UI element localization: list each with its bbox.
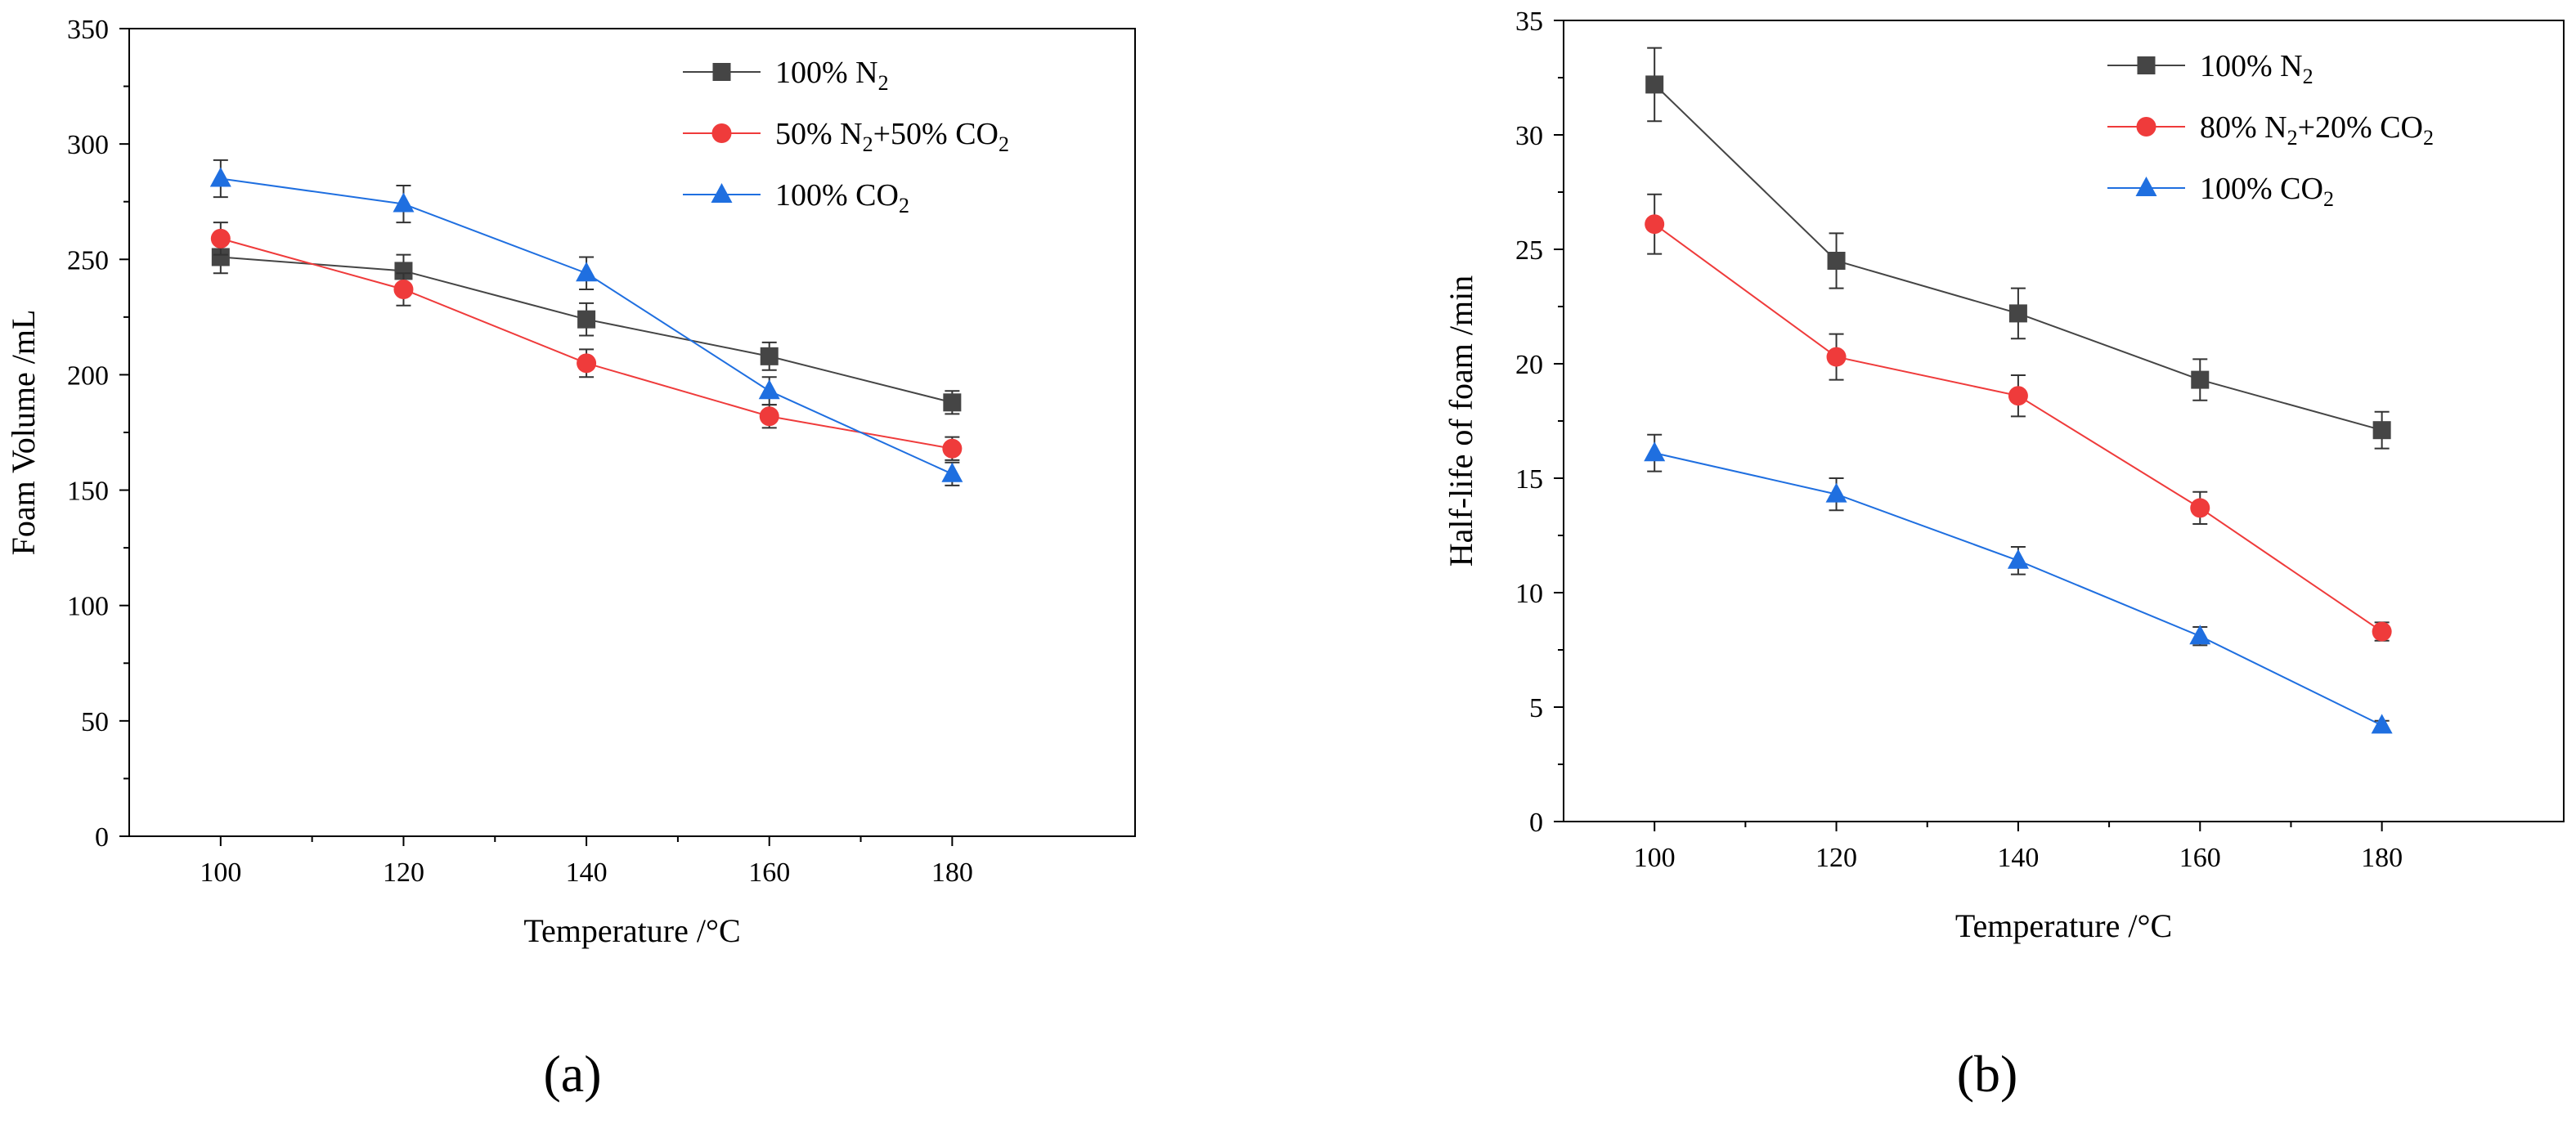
panel-b-series-1-point [2008,304,2027,323]
panel-a-legend-marker-2 [711,123,732,143]
panel-a-y-tick-label: 100 [67,592,109,622]
panel-a-y-axis-title: Foam Volume /mL [5,310,42,556]
panel-b-chart: 100 120 140 160 180 0 5 10 15 20 25 30 35 Temperature… [1443,7,2565,944]
panel-b-y-axis-title: Half-life of foam /min [1443,275,1479,567]
panel-b-y-tick-label: 20 [1515,350,1543,380]
panel-b-y-tick-label: 30 [1515,121,1543,151]
panel-a-label: (a) [543,1045,601,1103]
panel-b-x-tick-label: 100 [1634,843,1676,873]
panel-a-series-3-point [393,192,415,213]
panel-a-legend-label-3: 100% CO2​ [775,178,909,217]
panel-a-series-2 [210,222,963,461]
panel-b-series-3-point [2371,714,2393,734]
panel-b-y-tick-label: 35 [1515,7,1543,37]
panel-b-x-tick-label: 180 [2361,843,2403,873]
panel-a-series-1-point [943,393,962,412]
panel-a-series-2-point [759,406,779,427]
panel-a-series-1-point [577,310,596,329]
panel-b-series-2-point [2008,386,2028,406]
panel-a-legend-label-1: 100% N2​ [775,56,889,95]
panel-b-series-1-point [2372,421,2391,440]
panel-a-legend-marker-1 [712,63,731,81]
panel-a-chart: 100 120 140 160 180 0 50 100 150 200 250 300 350 Temp… [5,15,1136,949]
panel-b-series-2-point [2372,621,2392,642]
panel-a-series-2-point [577,353,597,374]
panel-a-x-tick-label: 120 [383,858,424,888]
panel-b-series-1-point [1827,252,1846,270]
panel-b-series-2-point [1645,214,1665,235]
panel-b-legend-label-1: 100% N2​ [2200,49,2313,88]
panel-b-legend-label-2: 80% N2​+20% CO2​ [2200,110,2434,150]
panel-b-y-tick-label: 15 [1515,464,1543,495]
panel-b-legend-label-3: 100% CO2​ [2200,172,2334,211]
panel-b-series-1-point [1645,75,1664,94]
panel-b-series-1-point [2191,370,2210,389]
panel-a-series-2-point [942,438,963,459]
panel-b-series-3-point [1825,482,1847,503]
panel-b-series-3-line [1654,452,2383,727]
panel-a-y-tick-label: 300 [67,130,109,160]
panel-a-series-1-point [760,347,779,365]
panel-b-series-3-point [2007,549,2029,569]
panel-a-x-tick-label: 160 [748,858,790,888]
panel-b-series-2-point [2190,498,2210,518]
panel-a-series-3-point [209,167,231,187]
panel-b-legend-marker-1 [2137,56,2156,74]
panel-a-series-3 [209,159,963,486]
panel-b-label: (b) [1957,1045,2018,1103]
panel-a-series-1 [211,240,962,415]
panel-b-legend-marker-3 [2135,177,2157,196]
panel-b-x-tick-label: 160 [2179,843,2221,873]
panel-b-x-axis-title: Temperature /°C [1955,907,2172,944]
panel-a-series-2-point [210,228,231,249]
panel-b-legend: 100% N2​ 80% N2​+20% CO2​ 100% CO2​ [2107,49,2434,211]
panel-a-legend-marker-3 [711,183,733,203]
panel-a-legend-label-2: 50% N2​+50% CO2​ [775,117,1009,156]
panel-a-x-axis-title: Temperature /°C [523,912,740,949]
panel-b-y-tick-label: 25 [1515,235,1543,266]
panel-a-y-tick-label: 50 [81,707,109,737]
panel-a-legend: 100% N2​ 50% N2​+50% CO2​ 100% CO2​ [683,56,1009,217]
panel-b-x-tick-label: 140 [1997,843,2039,873]
panel-b-series-3 [1644,433,2393,734]
panel-a-y-tick-label: 150 [67,477,109,507]
panel-a-series-2-point [393,279,414,299]
panel-a-x-tick-label: 100 [200,858,241,888]
panel-b-legend-marker-2 [2136,117,2156,137]
panel-b-y-tick-label: 10 [1515,579,1543,609]
panel-a-series-1-point [394,262,413,280]
panel-a-y-tick-label: 200 [67,360,109,391]
panel-a-series-3-point [941,462,963,482]
panel-b-series-2-point [1826,347,1847,367]
panel-b-x-tick-label: 120 [1815,843,1857,873]
panel-a-y-tick-label: 250 [67,245,109,275]
panel-a-x-tick-label: 180 [931,858,973,888]
panel-b-series-1 [1645,47,2391,450]
panel-b-y-tick-label: 0 [1529,808,1543,838]
panel-a-series-1-point [211,248,230,266]
panel-b-series-3-point [1644,441,1666,462]
panel-a-series-3-point [576,262,598,282]
panel-a-y-tick-label: 0 [95,822,109,853]
panel-b-series-2 [1645,193,2392,642]
panel-a-series-3-point [758,379,780,400]
panel-a-y-tick-label: 350 [67,15,109,45]
panel-a-x-tick-label: 140 [566,858,608,888]
panel-b-series-3-point [2189,625,2211,645]
panel-b-y-tick-label: 5 [1529,693,1543,723]
